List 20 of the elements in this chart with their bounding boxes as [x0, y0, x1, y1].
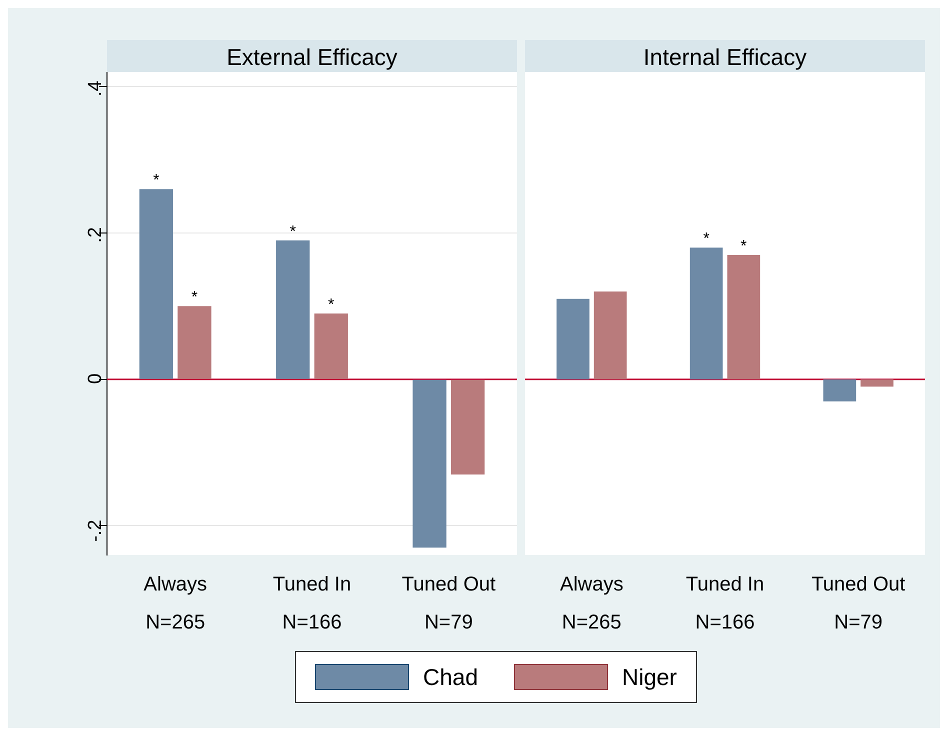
- chart-title: External Efficacy: [107, 40, 517, 72]
- annotation: *: [191, 289, 198, 306]
- x-tick-label: Tuned Out N=79: [811, 574, 906, 634]
- x-tick-label: Always N=265: [560, 574, 624, 634]
- annotation: *: [328, 296, 334, 314]
- x-tick-label: Tuned In N=166: [272, 574, 352, 634]
- y-tick-label: .2: [85, 227, 106, 243]
- annotation: *: [290, 223, 296, 240]
- annotation: *: [740, 238, 747, 255]
- legend-label: Chad: [423, 664, 478, 690]
- y-tick-label: 0: [85, 373, 106, 384]
- x-tick-label: Always N=265: [144, 574, 208, 634]
- y-tick-label: .4: [85, 80, 106, 96]
- y-tick-label: -.2: [85, 520, 106, 542]
- x-tick-label: Tuned In N=166: [686, 574, 764, 634]
- annotation: *: [703, 230, 710, 248]
- chart-title: Internal Efficacy: [525, 40, 925, 72]
- annotation: *: [153, 172, 160, 190]
- legend-label: Niger: [622, 664, 677, 690]
- x-tick-label: Tuned Out N=79: [402, 574, 496, 634]
